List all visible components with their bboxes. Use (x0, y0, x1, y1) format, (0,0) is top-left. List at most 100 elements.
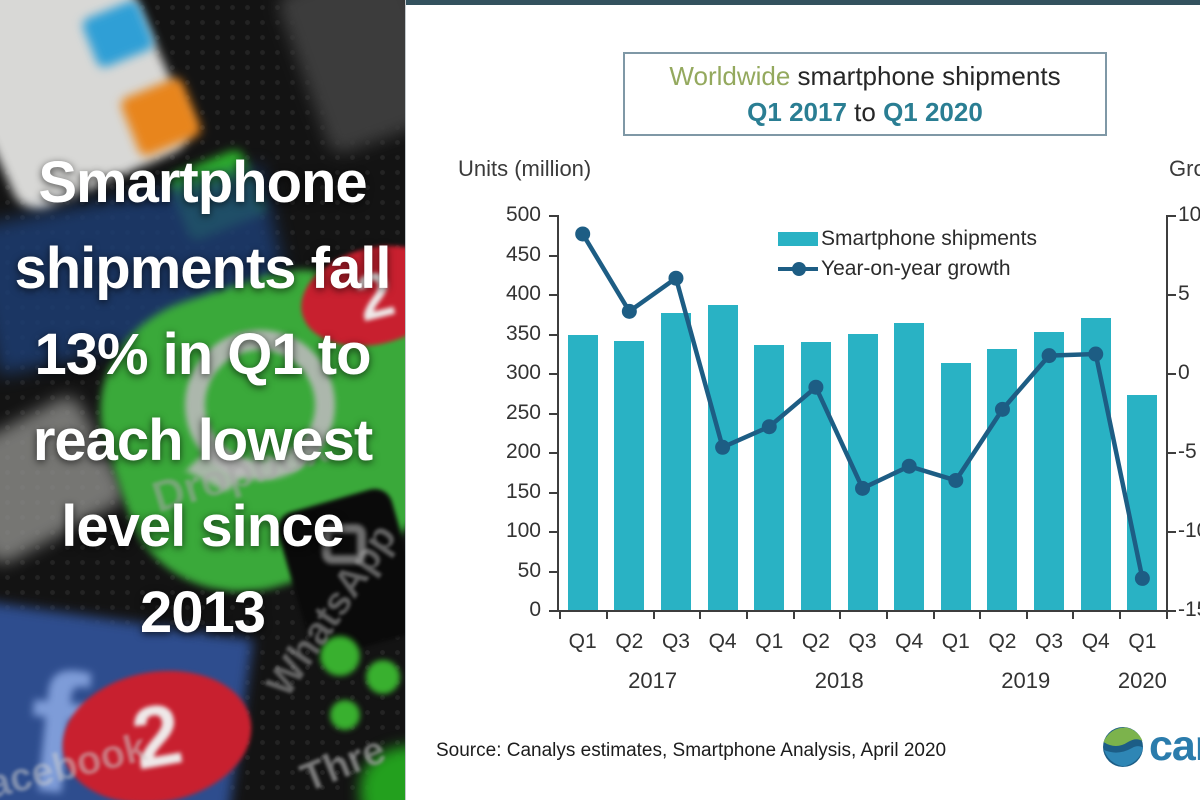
right-axis-tick-label: 0 (1178, 361, 1190, 384)
left-axis-tick-label: 200 (505, 440, 541, 463)
headline-line: 13% in Q1 to (34, 322, 371, 387)
left-axis-tick-label: 450 (505, 242, 541, 266)
x-axis-category-label: Q1 (1128, 630, 1157, 653)
shipment-bar (894, 323, 925, 610)
left-axis-tick (549, 412, 557, 415)
x-axis-category-label: Q1 (568, 630, 597, 653)
legend-item-growth: Year-on-year growth (778, 254, 1037, 284)
growth-point (575, 226, 591, 242)
right-axis-tick-label: 5 (1178, 282, 1190, 305)
x-axis-category-label: Q2 (988, 630, 1017, 653)
x-axis-boundary-tick (745, 612, 748, 619)
growth-point (668, 270, 684, 286)
x-axis-boundary-tick (792, 612, 795, 619)
x-axis-boundary-tick (1072, 612, 1075, 619)
x-axis-category-label: Q1 (941, 630, 970, 653)
shipment-bar (847, 334, 878, 610)
x-axis-boundary-tick (1119, 612, 1122, 619)
x-axis-year-label: 2020 (1117, 668, 1167, 693)
top-accent-strip (406, 0, 1200, 5)
right-axis-tick (1168, 452, 1176, 454)
x-axis-boundary-tick (559, 612, 562, 619)
x-axis-boundary-tick (1165, 612, 1168, 619)
legend-bar-swatch (778, 232, 818, 246)
left-photo-panel: 2 f 2 Dropbox WhatsApp Thre acebook Smar… (0, 0, 405, 800)
left-axis-tick-label: 300 (505, 361, 541, 384)
left-axis-tick (549, 610, 557, 612)
x-axis-category-label: Q3 (1035, 630, 1064, 653)
x-axis-boundary-tick (699, 612, 702, 619)
right-axis-tick-label: -5 (1178, 440, 1197, 463)
x-axis-boundary-tick (932, 612, 935, 619)
left-axis-tick-label: 50 (517, 558, 541, 582)
left-axis-tick (549, 373, 557, 375)
left-axis-tick (549, 491, 557, 494)
headline-line: reach lowest (32, 408, 373, 473)
shipment-bar (567, 335, 598, 610)
growth-point (621, 303, 637, 319)
left-axis-tick (549, 531, 557, 533)
canalys-logo-text: canalys (1149, 722, 1200, 770)
x-axis-boundary-tick (1025, 612, 1028, 619)
x-axis-category-label: Q3 (661, 630, 690, 653)
right-axis-tick-label: 10 (1178, 203, 1200, 226)
legend-line-marker (792, 262, 806, 276)
legend-line-swatch (778, 262, 818, 276)
right-axis-tick (1168, 215, 1176, 217)
right-axis-tick (1168, 531, 1176, 533)
left-axis-tick (549, 294, 557, 296)
left-axis-tick-label: 500 (505, 203, 541, 226)
chart-title-line2: Q1 2017 to Q1 2020 (747, 97, 983, 127)
canalys-globe-icon (1103, 726, 1143, 767)
left-axis-tick-label: 400 (505, 282, 541, 305)
shipment-bar (707, 305, 738, 610)
left-axis-tick (549, 570, 557, 573)
chart-title-box: Worldwide smartphone shipments Q1 2017 t… (623, 52, 1107, 136)
shipment-bar (800, 342, 831, 610)
legend-bar-label: Smartphone shipments (821, 227, 1037, 250)
legend-line-label: Year-on-year growth (821, 257, 1011, 280)
shipment-bar (1034, 331, 1065, 610)
left-axis-tick-label: 150 (505, 479, 541, 503)
x-axis-category-label: Q2 (801, 630, 830, 653)
x-axis-category-label: Q4 (1081, 630, 1110, 653)
plot-area: 5004504003503002502001501005001050-5-10-… (406, 0, 1200, 800)
left-axis-line (557, 215, 559, 612)
headline: Smartphone shipments fall 13% in Q1 to reac… (0, 140, 405, 656)
headline-line: shipments fall (14, 236, 392, 301)
headline-line: level since (61, 494, 344, 559)
x-axis-boundary-tick (979, 612, 982, 619)
headline-line: Smartphone (38, 150, 367, 215)
shipment-bar (987, 348, 1018, 610)
x-axis-category-label: Q1 (755, 630, 784, 653)
left-axis-tick-label: 0 (529, 598, 541, 621)
x-axis-category-label: Q2 (615, 630, 644, 653)
green-dot-icon (320, 636, 360, 676)
shipment-bar (940, 362, 971, 610)
right-axis-tick-label: -15 (1178, 598, 1200, 621)
shipment-bar (1127, 395, 1158, 610)
green-dot-icon (330, 700, 360, 730)
left-axis-tick-label: 100 (505, 519, 541, 542)
padlock-icon (322, 524, 366, 564)
source-caption: Source: Canalys estimates, Smartphone An… (436, 740, 947, 761)
left-axis-tick-label: 250 (505, 400, 541, 424)
shipment-bar (660, 312, 691, 610)
left-axis-tick-label: 350 (505, 321, 541, 345)
x-axis-category-label: Q3 (848, 630, 877, 653)
chart-title-line1: Worldwide smartphone shipments (669, 61, 1061, 91)
canalys-logo: canalys (1102, 722, 1200, 771)
x-axis-year-label: 2019 (1001, 668, 1051, 693)
left-axis-tick (549, 333, 557, 336)
legend-item-shipments: Smartphone shipments (778, 224, 1037, 254)
right-axis-line (1166, 215, 1168, 612)
left-axis-tick (549, 452, 557, 454)
green-dot-icon (366, 660, 400, 694)
x-axis-category-label: Q4 (895, 630, 924, 653)
left-axis-tick (549, 254, 557, 257)
x-axis-boundary-tick (606, 612, 609, 619)
shipment-bar (614, 340, 645, 610)
shipment-bar (754, 344, 785, 610)
right-axis-title: Growth (1169, 156, 1200, 181)
